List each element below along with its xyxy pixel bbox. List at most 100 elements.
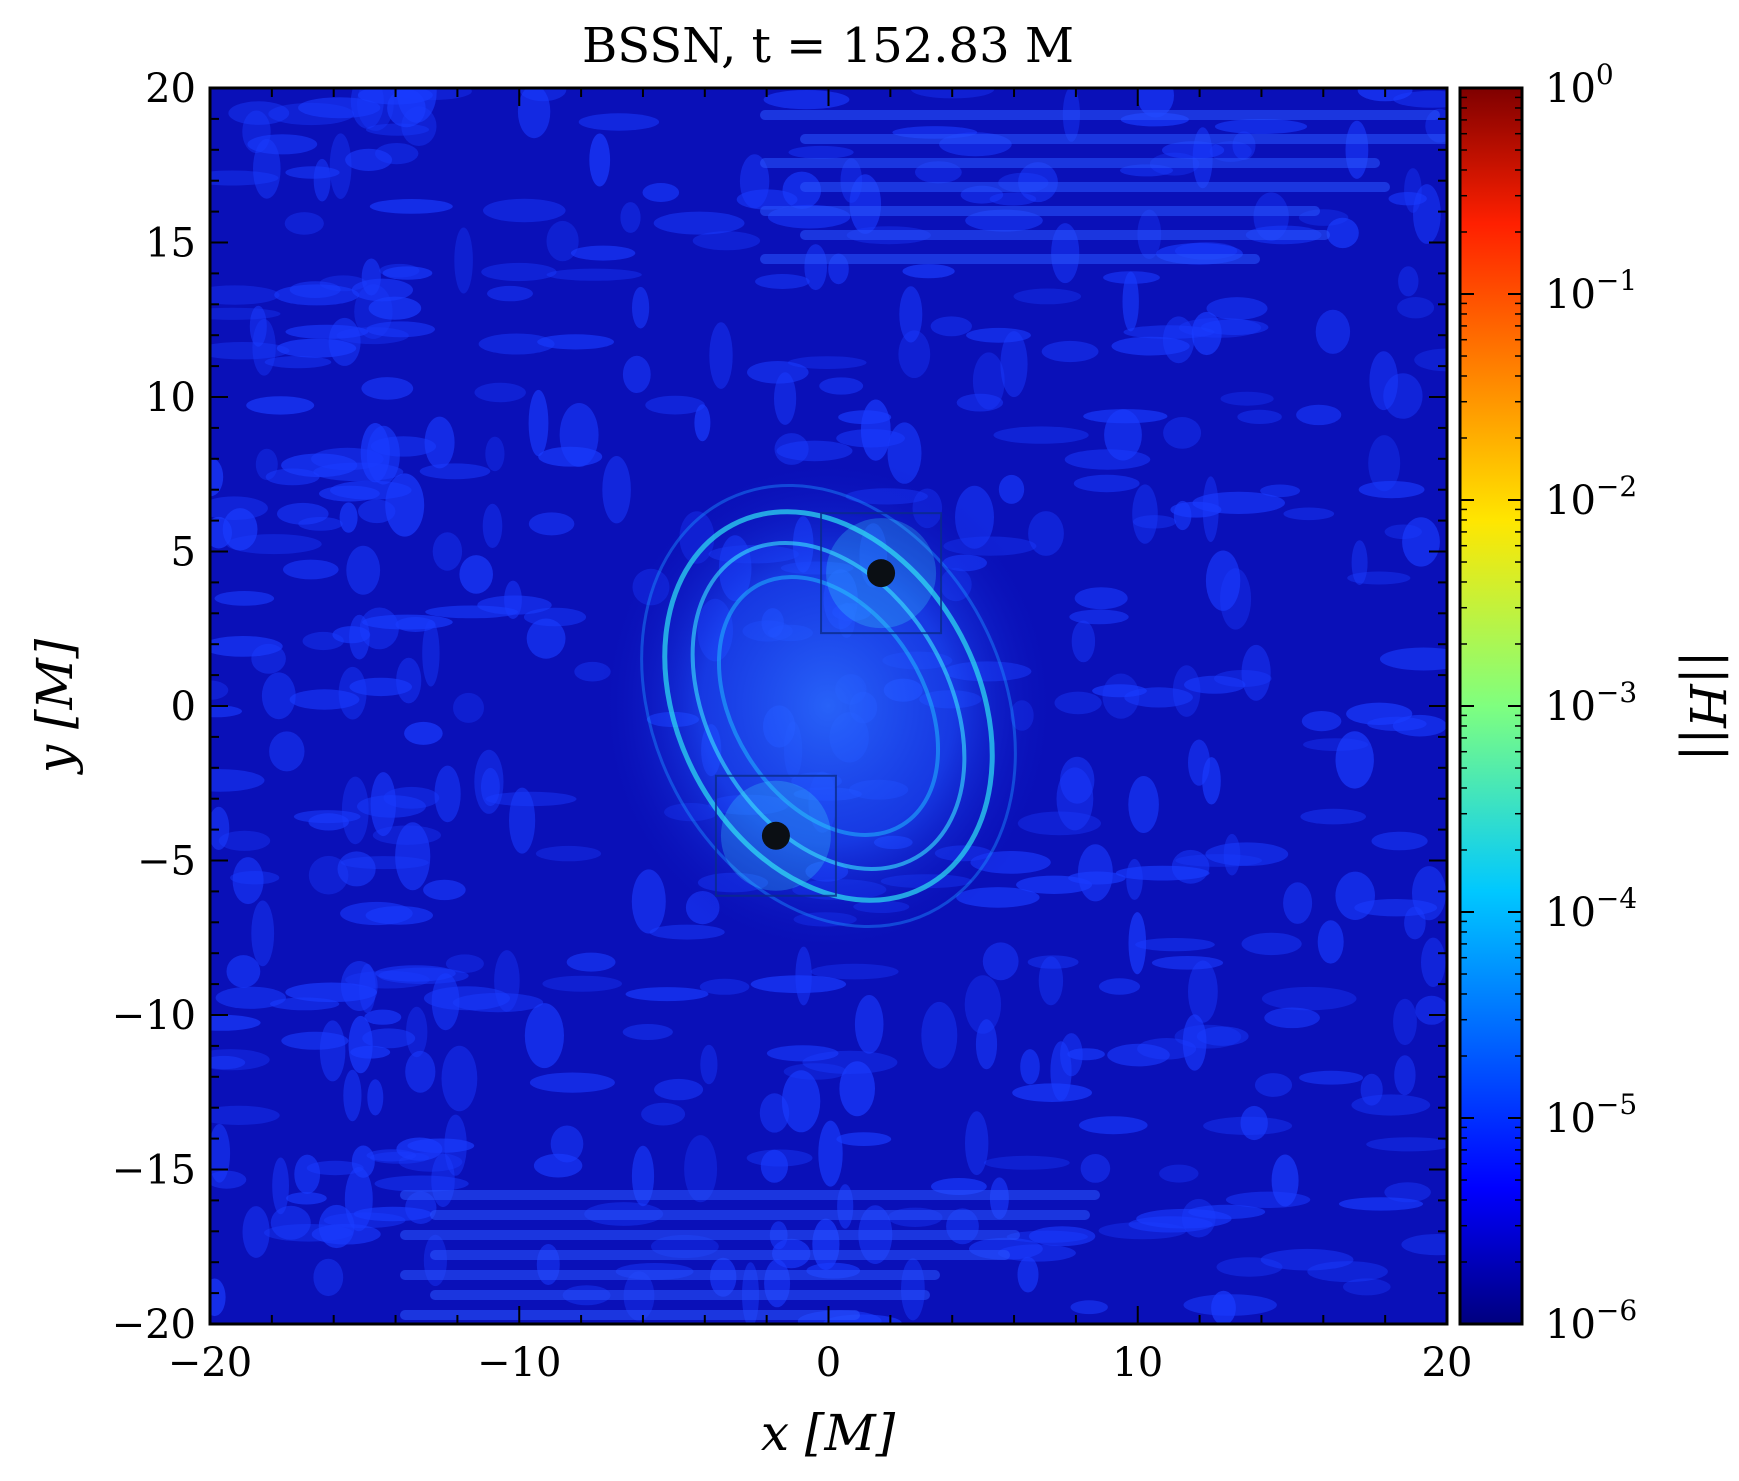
ripple-blob: [346, 545, 381, 595]
ripple-blob: [1017, 811, 1101, 836]
ripple-blob: [232, 857, 264, 905]
ripple-blob: [269, 997, 340, 1011]
ripple-blob: [998, 474, 1025, 504]
ripple-blob: [214, 591, 275, 606]
ripple-blob: [1135, 938, 1215, 952]
ripple-blob: [1171, 849, 1210, 884]
ripple-blob: [366, 321, 436, 338]
ripple-blob: [783, 1063, 847, 1080]
y-tick-label: −10: [112, 993, 196, 1039]
puncture-marker: [761, 821, 790, 850]
ripple-blob: [975, 1019, 998, 1070]
ripple-blob: [1421, 937, 1446, 987]
ripple-blob: [921, 1001, 958, 1069]
ripple-blob: [709, 322, 733, 389]
ripple-blob: [226, 955, 261, 988]
ripple-blob: [956, 393, 1004, 412]
ripple-blob: [423, 986, 511, 1011]
ripple-blob: [804, 244, 827, 291]
ripple-blob: [1079, 1116, 1148, 1135]
ripple-blob: [1254, 1073, 1293, 1097]
ripple-blob: [966, 327, 1031, 343]
ripple-blob: [370, 436, 437, 457]
chart-title: BSSN, t = 152.83 M: [582, 18, 1074, 74]
top-band: [760, 158, 1380, 168]
ripple-blob: [1402, 517, 1440, 567]
ripple-blob: [210, 769, 265, 792]
ripple-blob: [343, 1069, 362, 1122]
ripple-blob: [692, 231, 761, 251]
ripple-blob: [700, 1044, 718, 1085]
ripple-blob: [1017, 1256, 1039, 1293]
ripple-blob: [313, 158, 331, 202]
ripple-blob: [839, 1061, 875, 1117]
ripple-blob: [519, 88, 567, 102]
ripple-blob: [482, 503, 503, 548]
colorbar-tick-label: 10−4: [1545, 882, 1637, 936]
ripple-blob: [285, 324, 369, 339]
ripple-blob: [1188, 739, 1210, 786]
ripple-blob: [210, 342, 290, 360]
ripple-blob: [546, 268, 642, 281]
ripple-blob: [1354, 899, 1438, 917]
ripple-blob: [210, 1105, 280, 1125]
ripple-blob: [1107, 1043, 1170, 1067]
ripple-blob: [1283, 507, 1335, 521]
ripple-blob: [1027, 955, 1079, 969]
ripple-blob: [286, 1192, 327, 1205]
ripple-blob: [361, 377, 414, 400]
ripple-blob: [261, 672, 296, 720]
ripple-blob: [1069, 609, 1129, 625]
colorbar-ticks: 10−6 10−5 10−4 10−3 10−2 10−1 100: [1460, 58, 1637, 1348]
ripple-blob: [1413, 184, 1441, 244]
ripple-blob: [478, 333, 555, 355]
ripple-blob: [1394, 1055, 1416, 1096]
ripple-blob: [625, 987, 709, 1002]
ripple-blob: [1397, 297, 1435, 319]
ripple-blob: [405, 1050, 436, 1093]
ripple-blob: [444, 1114, 467, 1176]
orbit-ring: [640, 484, 1017, 928]
top-band: [800, 134, 1447, 144]
ripple-blob: [930, 316, 972, 337]
ripple-blob: [529, 1072, 615, 1093]
ripple-blob: [481, 262, 557, 282]
ripple-blob: [1012, 1083, 1092, 1102]
ripple-blob: [860, 399, 891, 461]
top-band: [760, 206, 1320, 216]
ripple-blob: [423, 879, 466, 901]
ripple-blob: [252, 319, 276, 376]
ripple-blob: [251, 900, 275, 967]
ripple-blob: [550, 1125, 584, 1163]
ripple-blob: [620, 202, 641, 233]
ripple-blob: [589, 133, 611, 187]
ripple-blob: [1111, 336, 1190, 356]
top-band: [800, 182, 1390, 192]
ripple-blob: [1335, 731, 1374, 789]
ripple-blob: [546, 220, 579, 262]
ripple-blob: [1098, 978, 1141, 995]
ripple-blob: [424, 416, 455, 469]
ripple-blob: [559, 403, 599, 467]
ripple-blob: [274, 284, 360, 306]
ripple-blob: [406, 1006, 428, 1058]
ripple-blob: [1137, 1038, 1197, 1060]
ripple-blob: [1159, 1164, 1199, 1183]
ripple-blob: [1020, 1049, 1040, 1085]
ripple-blob: [360, 423, 390, 483]
ripple-blob: [1358, 481, 1425, 499]
heatmap-field: [210, 88, 1447, 1324]
ripple-blob: [351, 1145, 375, 1178]
bottom-band: [400, 1310, 860, 1320]
ripple-blob: [1300, 808, 1366, 825]
ripple-blob: [528, 389, 549, 457]
ripple-blob: [1240, 1105, 1268, 1141]
ripple-blob: [332, 626, 371, 644]
ripple-blob: [277, 502, 329, 525]
ripple-blob: [1041, 340, 1099, 363]
ripple-blob: [1393, 90, 1447, 108]
ripple-blob: [1371, 831, 1428, 851]
ripple-blob: [1054, 691, 1102, 715]
ripple-blob: [537, 334, 614, 350]
top-band: [800, 230, 1330, 240]
